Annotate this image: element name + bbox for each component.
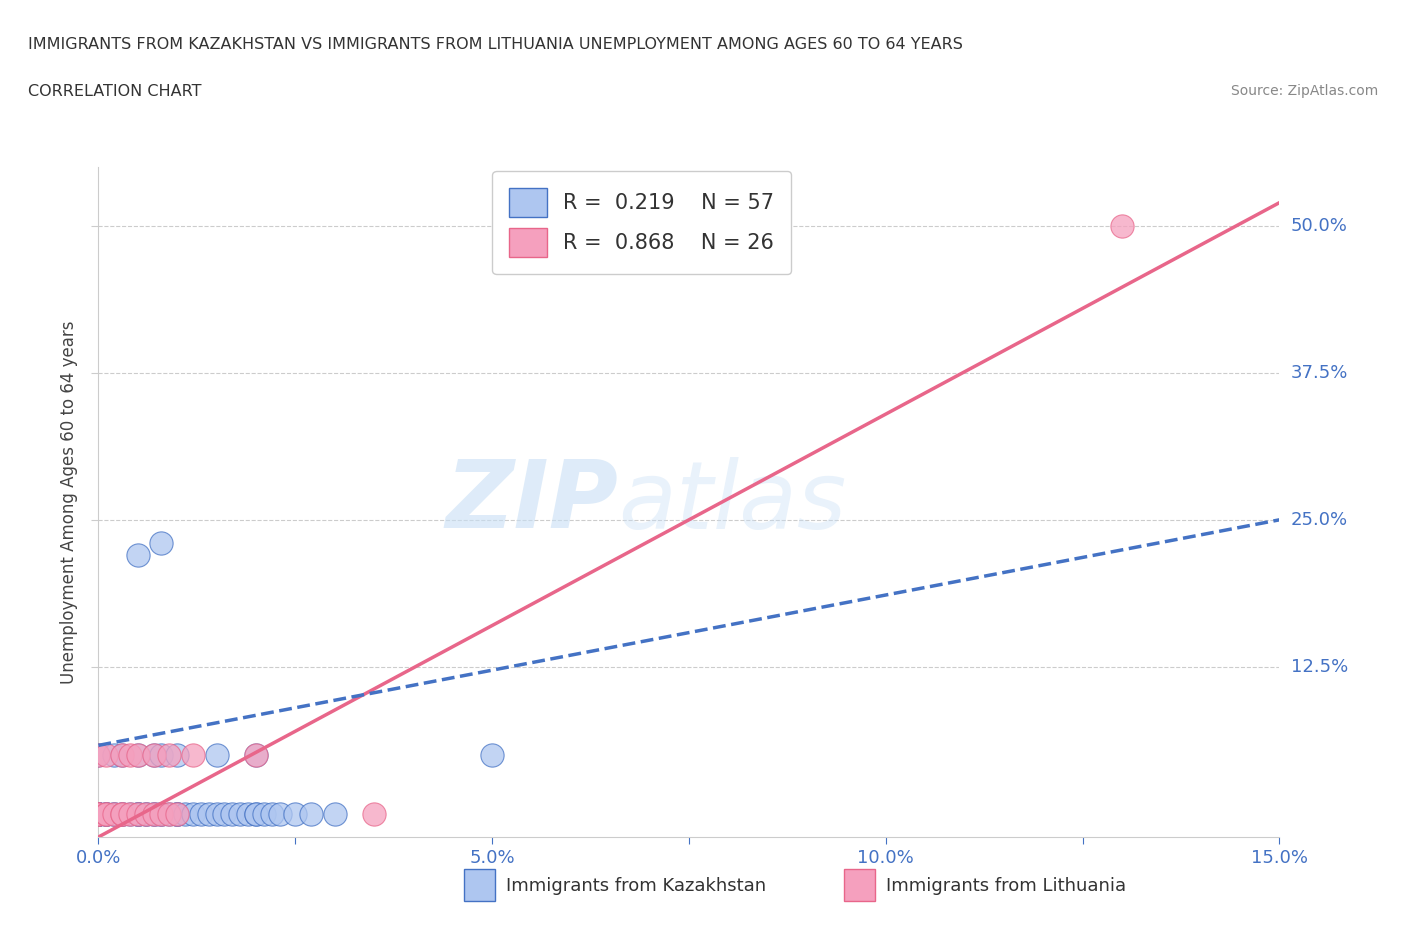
Point xyxy=(127,806,149,821)
Point xyxy=(245,806,267,821)
Point xyxy=(111,748,134,763)
Point xyxy=(87,748,110,763)
Point xyxy=(166,806,188,821)
Point xyxy=(174,806,197,821)
Point xyxy=(103,806,125,821)
Point xyxy=(253,806,276,821)
Point xyxy=(87,806,110,821)
Point xyxy=(205,748,228,763)
Point xyxy=(157,748,180,763)
Point xyxy=(111,748,134,763)
Point xyxy=(245,806,267,821)
Point xyxy=(236,806,259,821)
Point xyxy=(87,806,110,821)
Point xyxy=(87,806,110,821)
Point xyxy=(87,748,110,763)
Point xyxy=(1111,219,1133,233)
Point xyxy=(103,806,125,821)
Text: 50.0%: 50.0% xyxy=(1291,217,1347,235)
Point xyxy=(87,806,110,821)
Point xyxy=(245,748,267,763)
Point xyxy=(96,806,118,821)
Point xyxy=(142,748,165,763)
Point xyxy=(103,748,125,763)
Point xyxy=(111,806,134,821)
Point xyxy=(127,748,149,763)
Point xyxy=(142,806,165,821)
Point xyxy=(481,748,503,763)
Point xyxy=(127,806,149,821)
Point xyxy=(190,806,212,821)
FancyBboxPatch shape xyxy=(464,869,495,900)
Point xyxy=(135,806,157,821)
Point xyxy=(142,806,165,821)
Point xyxy=(214,806,236,821)
Text: Immigrants from Lithuania: Immigrants from Lithuania xyxy=(886,878,1126,896)
Y-axis label: Unemployment Among Ages 60 to 64 years: Unemployment Among Ages 60 to 64 years xyxy=(59,321,77,684)
Point xyxy=(205,806,228,821)
Point xyxy=(96,806,118,821)
Point xyxy=(166,748,188,763)
Point xyxy=(150,806,173,821)
Point xyxy=(96,806,118,821)
Point xyxy=(87,806,110,821)
Point xyxy=(284,806,307,821)
Point xyxy=(260,806,283,821)
Point xyxy=(299,806,322,821)
Text: 37.5%: 37.5% xyxy=(1291,364,1348,382)
Point xyxy=(142,748,165,763)
Text: CORRELATION CHART: CORRELATION CHART xyxy=(28,84,201,99)
Point xyxy=(118,806,141,821)
Point xyxy=(181,748,204,763)
Point xyxy=(150,748,173,763)
Point xyxy=(157,806,180,821)
Point xyxy=(135,806,157,821)
Point xyxy=(87,806,110,821)
Point xyxy=(166,806,188,821)
Point xyxy=(87,806,110,821)
Point xyxy=(197,806,219,821)
Text: 12.5%: 12.5% xyxy=(1291,658,1348,676)
Point xyxy=(221,806,243,821)
Point xyxy=(96,748,118,763)
Point xyxy=(87,806,110,821)
Point xyxy=(150,806,173,821)
Point xyxy=(103,806,125,821)
Text: Source: ZipAtlas.com: Source: ZipAtlas.com xyxy=(1230,84,1378,98)
Point xyxy=(181,806,204,821)
Point xyxy=(87,806,110,821)
Point xyxy=(245,748,267,763)
Point xyxy=(269,806,291,821)
Point xyxy=(135,806,157,821)
Point xyxy=(127,806,149,821)
Point xyxy=(96,806,118,821)
Point xyxy=(150,806,173,821)
Point xyxy=(157,806,180,821)
Point xyxy=(118,806,141,821)
Text: IMMIGRANTS FROM KAZAKHSTAN VS IMMIGRANTS FROM LITHUANIA UNEMPLOYMENT AMONG AGES : IMMIGRANTS FROM KAZAKHSTAN VS IMMIGRANTS… xyxy=(28,37,963,52)
Point xyxy=(323,806,346,821)
Point xyxy=(87,806,110,821)
Point xyxy=(118,748,141,763)
Text: atlas: atlas xyxy=(619,457,846,548)
Point xyxy=(150,536,173,551)
Point xyxy=(111,806,134,821)
Text: 25.0%: 25.0% xyxy=(1291,511,1348,529)
Point xyxy=(127,806,149,821)
Point xyxy=(229,806,252,821)
Point xyxy=(166,806,188,821)
Text: Immigrants from Kazakhstan: Immigrants from Kazakhstan xyxy=(506,878,766,896)
Point xyxy=(96,806,118,821)
Legend: R =  0.219    N = 57, R =  0.868    N = 26: R = 0.219 N = 57, R = 0.868 N = 26 xyxy=(492,171,792,273)
Point xyxy=(142,806,165,821)
Point xyxy=(127,748,149,763)
Point xyxy=(111,806,134,821)
Point xyxy=(111,806,134,821)
Point xyxy=(363,806,385,821)
FancyBboxPatch shape xyxy=(844,869,875,900)
Point xyxy=(127,548,149,563)
Text: ZIP: ZIP xyxy=(446,457,619,548)
Point xyxy=(166,806,188,821)
